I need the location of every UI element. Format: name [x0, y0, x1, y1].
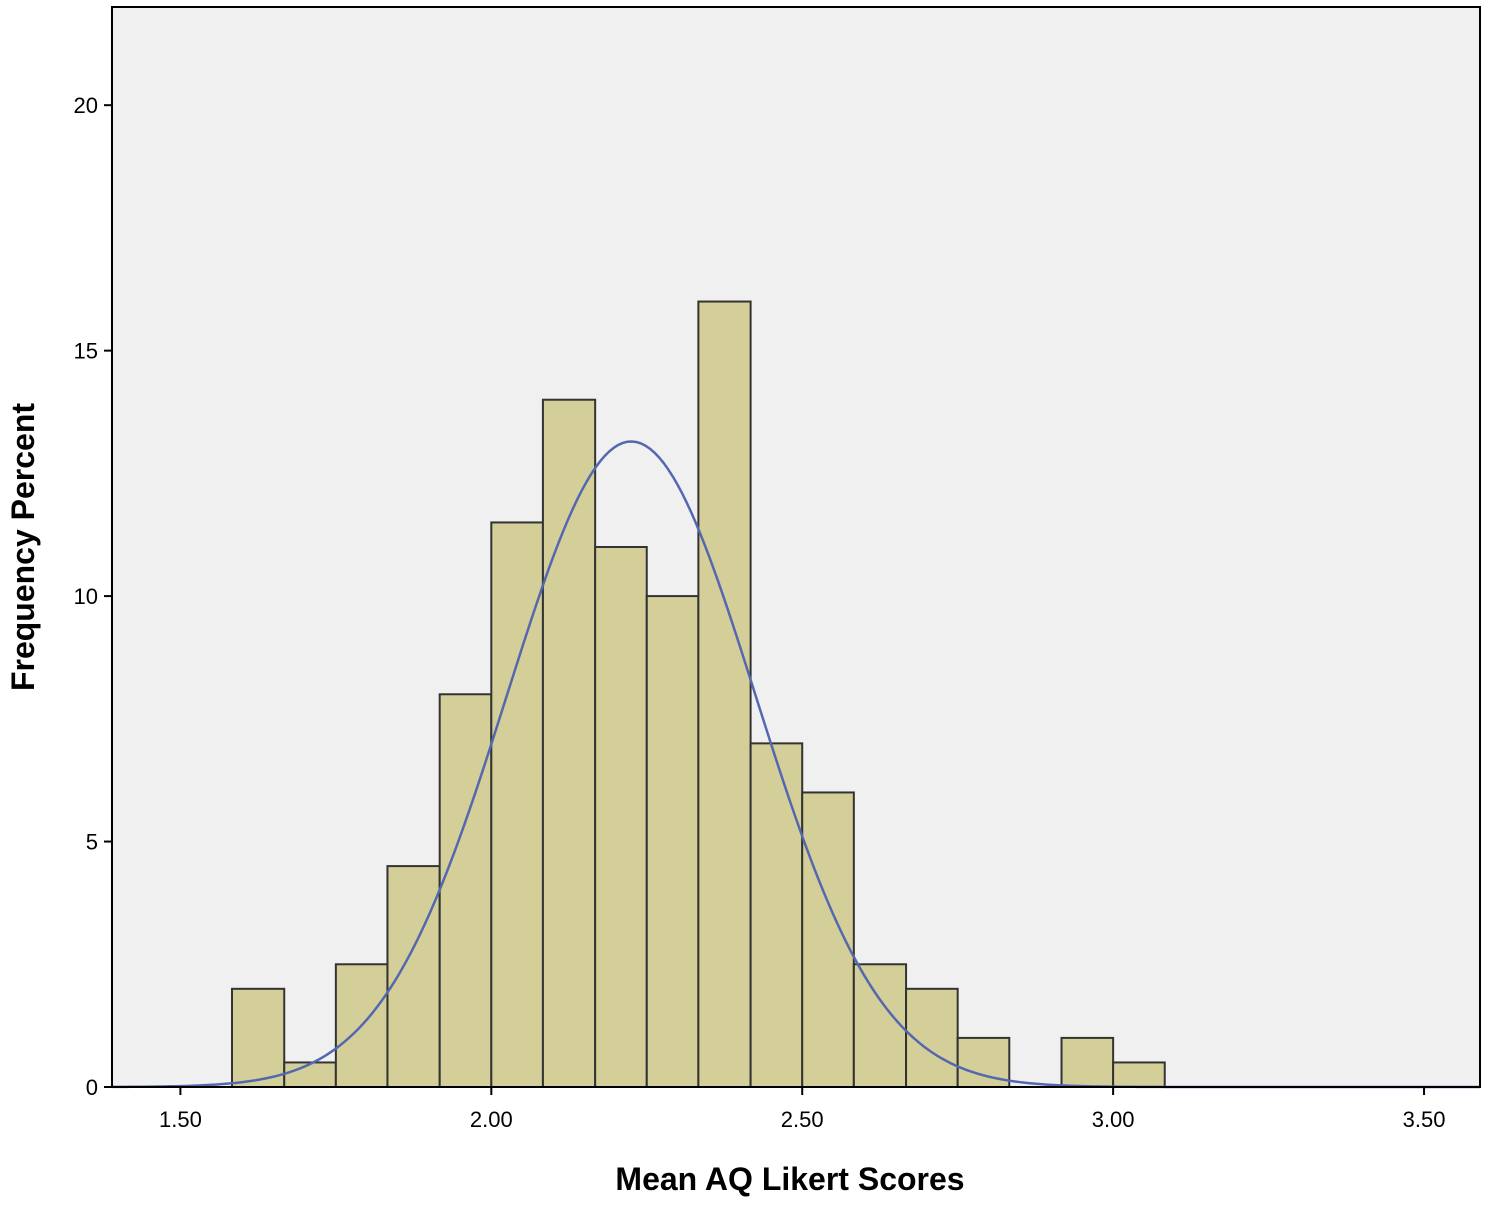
x-tick-label: 1.50 [159, 1107, 202, 1132]
histogram-bar-8 [594, 546, 648, 1088]
histogram-bar-4 [386, 865, 441, 1088]
histogram-bar-1 [231, 987, 286, 1088]
histogram-bar-7 [541, 398, 597, 1088]
x-axis: 1.50 2.00 2.50 3.00 3.50 [159, 1087, 1445, 1132]
y-axis-title: Frequency Percent [5, 403, 41, 691]
y-tick-label: 10 [74, 584, 98, 609]
histogram-bar-5 [438, 693, 493, 1088]
x-tick-label: 2.00 [470, 1107, 513, 1132]
plot-frame [111, 6, 1481, 1088]
y-tick-label: 20 [74, 93, 98, 118]
y-tick-label: 15 [74, 339, 98, 364]
x-tick-label: 3.50 [1403, 1107, 1446, 1132]
x-axis-title: Mean AQ Likert Scores [615, 1161, 964, 1197]
histogram-bar-17 [1112, 1061, 1166, 1089]
y-tick-label: 0 [86, 1075, 98, 1100]
histogram-bar-2 [283, 1061, 337, 1089]
histogram-bar-10 [697, 300, 752, 1088]
bars-layer [231, 300, 1166, 1089]
y-tick-label: 5 [86, 830, 98, 855]
histogram-bar-11 [749, 742, 804, 1088]
histogram-bar-13 [852, 963, 908, 1088]
x-tick-label: 2.50 [781, 1107, 824, 1132]
x-tick-label: 3.00 [1092, 1107, 1135, 1132]
histogram-bar-9 [645, 595, 700, 1088]
y-axis: 0 5 10 15 20 [74, 93, 112, 1100]
histogram-bar-16 [1060, 1036, 1115, 1088]
